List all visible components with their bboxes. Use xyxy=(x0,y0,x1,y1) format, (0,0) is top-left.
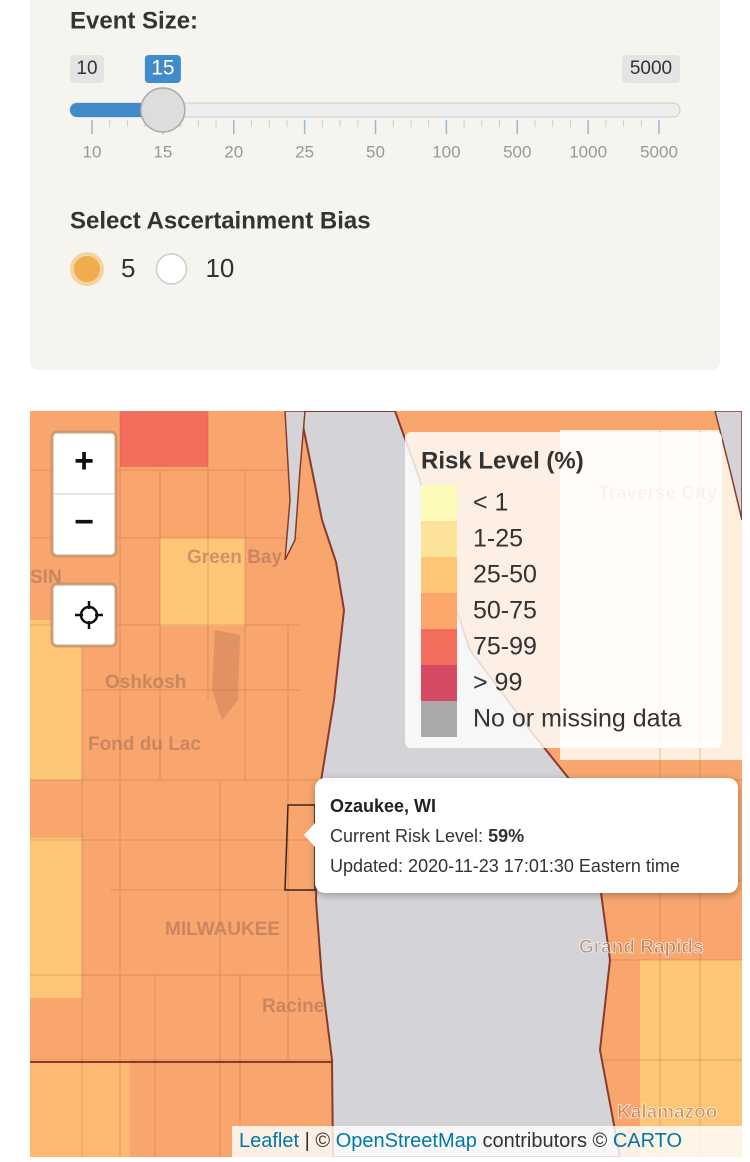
county xyxy=(160,538,245,626)
legend-swatch xyxy=(421,701,457,737)
risk-value: 59% xyxy=(488,826,524,846)
legend-swatch xyxy=(421,593,457,629)
place-label: MILWAUKEE xyxy=(165,919,280,940)
popup-risk: Current Risk Level: 59% xyxy=(330,826,524,846)
place-label: Racine xyxy=(262,996,324,1017)
slider-tick-label: 25 xyxy=(295,142,314,161)
county-lines xyxy=(30,411,742,1157)
popup-updated: Updated: 2020-11-23 17:01:30 Eastern tim… xyxy=(330,856,680,876)
attribution: Leaflet | © OpenStreetMap contributors ©… xyxy=(239,1130,682,1152)
slider-handle[interactable] xyxy=(140,87,186,133)
zoom-out-button[interactable]: − xyxy=(74,503,94,541)
popup: Ozaukee, WI Current Risk Level: 59% Upda… xyxy=(304,778,738,893)
slider-fill xyxy=(70,103,163,117)
min-label: 10 xyxy=(76,58,97,79)
place-label: Grand Rapids xyxy=(579,937,704,958)
control-panel xyxy=(30,0,720,370)
legend-label: 1-25 xyxy=(473,525,523,553)
radio-button[interactable] xyxy=(155,253,188,285)
value-badge xyxy=(144,55,181,83)
zoom-in-button[interactable]: + xyxy=(74,442,94,480)
attribution-link[interactable]: Leaflet xyxy=(239,1130,299,1152)
legend-label: < 1 xyxy=(473,489,508,517)
min-badge xyxy=(70,55,104,83)
radio-button[interactable] xyxy=(70,252,104,286)
popup-tip xyxy=(304,822,316,848)
legend-label: 50-75 xyxy=(473,597,537,625)
radio-label: 5 xyxy=(121,253,135,283)
radio-label: 10 xyxy=(205,253,234,283)
legend: Risk Level (%) < 1 1-25 25-50 50-75 75-99 > 9… xyxy=(405,432,722,748)
popup-title: Ozaukee, WI xyxy=(330,796,436,816)
max-label: 5000 xyxy=(630,58,672,79)
legend-title: Risk Level (%) xyxy=(421,447,584,474)
legend-swatch xyxy=(421,521,457,557)
county xyxy=(30,838,82,998)
legend-label: No or missing data xyxy=(473,705,682,733)
radio-group[interactable]: 5 10 xyxy=(70,252,234,286)
place-label: Fond du Lac xyxy=(88,734,201,755)
county xyxy=(30,1060,130,1157)
place-label: Kalamazoo xyxy=(617,1102,717,1123)
bias-label: Select Ascertainment Bias xyxy=(70,207,371,234)
legend-label: 25-50 xyxy=(473,561,537,589)
slider-tick-label: 50 xyxy=(366,142,385,161)
legend-swatch xyxy=(421,485,457,521)
locate-button[interactable] xyxy=(50,582,118,648)
lake-winnebago xyxy=(212,630,240,720)
legend-label: 75-99 xyxy=(473,633,537,661)
legend-swatch xyxy=(421,629,457,665)
locate-icon xyxy=(75,601,103,629)
place-label: Oshkosh xyxy=(105,672,186,693)
risk-label: Current Risk Level: xyxy=(330,826,483,846)
attribution-link[interactable]: CARTO xyxy=(613,1130,682,1152)
legend-label: > 99 xyxy=(473,669,522,697)
legend-box xyxy=(405,432,722,748)
event-size-label: Event Size: xyxy=(70,7,198,34)
place-label: SIN xyxy=(30,567,62,588)
popup-box xyxy=(315,778,738,893)
legend-swatch xyxy=(421,557,457,593)
slider[interactable]: 10 15 20 25 50 100 500 1000 5000 10 5000 15 xyxy=(69,55,681,161)
legend-swatch xyxy=(421,665,457,701)
value-label: 15 xyxy=(151,57,174,80)
slider-tick-label: 10 xyxy=(83,142,102,161)
lake-huron xyxy=(714,411,742,521)
attribution-text: contributors © xyxy=(482,1130,607,1152)
attribution-link[interactable]: OpenStreetMap xyxy=(336,1130,477,1152)
place-label: Green Bay xyxy=(187,547,282,568)
attribution-text: | © xyxy=(305,1130,331,1152)
attribution-box xyxy=(232,1126,742,1157)
max-badge xyxy=(622,55,680,83)
map[interactable]: SIN Green Bay Oshkosh Fond du Lac MILWAUKEE R… xyxy=(30,411,750,1160)
green-bay-inlet xyxy=(284,411,306,561)
slider-tick-label: 1000 xyxy=(569,142,607,161)
county xyxy=(120,411,208,467)
slider-tick-label: 500 xyxy=(503,142,531,161)
slider-tick-label: 100 xyxy=(432,142,460,161)
slider-tick-label: 20 xyxy=(224,142,243,161)
county xyxy=(640,960,742,1157)
slider-tick-label: 15 xyxy=(153,142,172,161)
slider-tick-label: 5000 xyxy=(640,142,678,161)
